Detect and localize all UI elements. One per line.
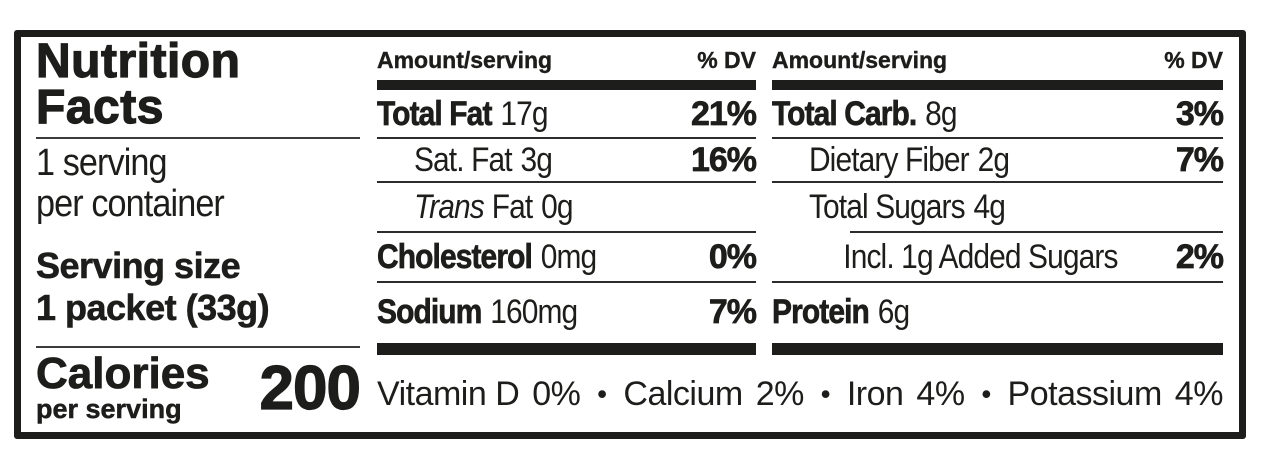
- nutrient-row-added-sugars: Incl. 1g Added Sugars 2%: [772, 232, 1225, 283]
- daily-value: 7%: [708, 293, 758, 332]
- divider: [377, 180, 756, 183]
- micronutrient-value: 4%: [1174, 374, 1224, 413]
- divider: [36, 137, 360, 139]
- nutrition-facts-label: Nutrition Facts 1 serving per container …: [14, 30, 1246, 439]
- micronutrient-name: Potassium: [1007, 374, 1163, 413]
- servings-line1: 1 serving: [36, 142, 168, 184]
- daily-value: 7%: [1175, 140, 1225, 179]
- micronutrient-value: 0%: [532, 374, 581, 413]
- daily-value: 0%: [708, 237, 758, 276]
- serving-size-value: 1 packet (33g): [36, 287, 270, 329]
- nutrient-amount: 6g: [877, 293, 910, 331]
- nutrient-name: Total Carb.: [772, 94, 918, 133]
- panel-title-line1: Nutrition: [35, 35, 241, 88]
- daily-value: 21%: [690, 94, 758, 133]
- daily-value: 3%: [1175, 94, 1225, 133]
- nutrient-rows: Total Fat 17g 21% Sat. Fat 3g 16% Trans Fat…: [377, 90, 758, 343]
- micronutrients-row: Vitamin D 0% • Calcium 2% • Iron 4% • Po…: [377, 359, 1223, 429]
- nutrient-name: Cholesterol: [377, 237, 533, 276]
- nutrient-row-dietary-fiber: Dietary Fiber 2g 7%: [772, 138, 1225, 183]
- nutrient-name: Sodium: [377, 293, 483, 332]
- micronutrient-value: 4%: [916, 374, 965, 413]
- divider: [377, 136, 756, 139]
- column-header-amount: Amount/serving: [377, 47, 553, 73]
- daily-value: 16%: [690, 140, 758, 179]
- nutrient-name-italic: Trans: [413, 187, 485, 226]
- thick-bar: [377, 343, 756, 355]
- nutrient-row-sat-fat: Sat. Fat 3g 16%: [377, 138, 758, 183]
- nutrient-amount: 2g: [977, 140, 1010, 179]
- nutrient-amount: 0mg: [540, 237, 597, 276]
- nutrient-name: Dietary Fiber: [808, 140, 970, 179]
- daily-value: 2%: [1175, 237, 1225, 276]
- micronutrient-iron: Iron 4%: [847, 375, 965, 414]
- nutrient-amount: 4g: [973, 187, 1006, 226]
- micronutrient-vitamin-d: Vitamin D 0%: [377, 374, 581, 414]
- micronutrient-name: Vitamin D: [377, 374, 520, 413]
- micronutrient-calcium: Calcium 2%: [623, 374, 805, 414]
- nutrient-amount: 0g: [541, 187, 573, 226]
- nutrient-amount: 3g: [520, 140, 553, 179]
- nutrient-name: Incl. 1g Added Sugars: [843, 237, 1118, 276]
- servings-line2: per container: [36, 183, 225, 225]
- micronutrient-value: 2%: [755, 374, 805, 413]
- divider: [377, 230, 756, 233]
- nutrient-amount: 8g: [925, 94, 957, 133]
- nutrient-name: Total Sugars: [808, 187, 966, 226]
- nutrient-row-sodium: Sodium 160mg 7%: [377, 282, 758, 343]
- nutrient-row-total-sugars: Total Sugars 4g: [772, 182, 1223, 233]
- divider-indented: [850, 230, 1223, 233]
- summary-column: Nutrition Facts 1 serving per container …: [35, 35, 362, 432]
- column-header-amount: Amount/serving: [772, 47, 948, 73]
- calories-sublabel: per serving: [36, 394, 182, 425]
- divider: [772, 180, 1223, 183]
- nutrient-row-trans-fat: Trans Fat 0g: [377, 182, 756, 233]
- nutrient-row-cholesterol: Cholesterol 0mg 0%: [377, 232, 758, 283]
- divider: [772, 136, 1223, 139]
- nutrient-amount: 17g: [500, 94, 548, 133]
- thick-bar: [377, 80, 756, 90]
- nutrient-rows: Total Carb. 8g 3% Dietary Fiber 2g 7% Tota…: [772, 90, 1225, 343]
- servings-per-container: 1 serving per container: [36, 142, 225, 225]
- micronutrient-name: Iron: [846, 374, 904, 413]
- nutrient-name: Sat. Fat: [413, 140, 513, 179]
- nutrient-name: Protein: [772, 293, 870, 332]
- nutrient-name: Total Fat: [377, 94, 493, 133]
- divider: [36, 346, 360, 348]
- nutrient-amount: 160mg: [490, 293, 578, 331]
- column-header: Amount/serving % DV: [377, 47, 756, 74]
- bullet-separator: •: [981, 378, 991, 409]
- micronutrient-name: Calcium: [623, 374, 743, 413]
- thick-bar: [772, 343, 1223, 355]
- panel-title-line2: Facts: [35, 81, 164, 134]
- divider: [377, 280, 756, 283]
- panel-title: Nutrition Facts: [35, 35, 241, 134]
- nutrient-name: Fat: [491, 187, 533, 226]
- serving-size-label: Serving size: [36, 245, 241, 287]
- column-header-dv: % DV: [697, 47, 756, 73]
- column-header: Amount/serving % DV: [772, 47, 1223, 74]
- bullet-separator: •: [820, 378, 830, 409]
- column-header-dv: % DV: [1164, 47, 1223, 73]
- nutrient-column-carb-protein: Amount/serving % DV Total Carb. 8g 3% Die…: [772, 37, 1225, 432]
- calories-label: Calories: [36, 349, 210, 398]
- nutrient-row-total-fat: Total Fat 17g 21%: [377, 90, 758, 139]
- thick-bar: [772, 80, 1223, 90]
- calories-value: 200: [259, 354, 362, 423]
- nutrient-row-protein: Protein 6g: [772, 282, 1223, 343]
- divider: [772, 280, 1223, 283]
- bullet-separator: •: [597, 378, 607, 409]
- nutrient-column-fat-sodium: Amount/serving % DV Total Fat 17g 21% Sat…: [377, 37, 758, 432]
- micronutrient-potassium: Potassium 4%: [1007, 374, 1224, 414]
- nutrient-row-total-carb: Total Carb. 8g 3%: [772, 90, 1225, 139]
